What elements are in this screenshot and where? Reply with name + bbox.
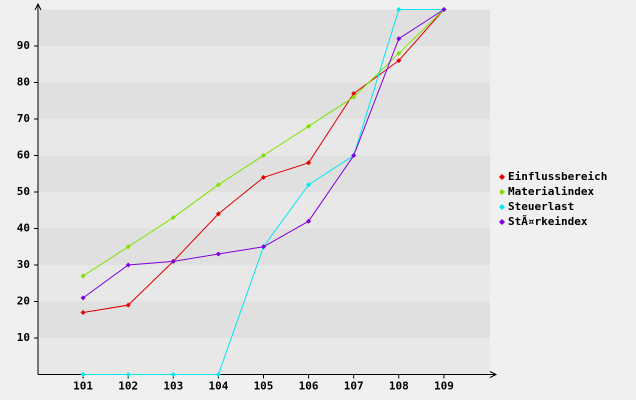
- point: [170, 258, 176, 264]
- point: [261, 244, 266, 250]
- point: [215, 251, 221, 257]
- grid-band: [38, 46, 490, 83]
- point: [396, 36, 402, 42]
- x-tick-label: 105: [254, 380, 274, 393]
- point: [306, 160, 312, 166]
- grid-band: [38, 82, 490, 119]
- point: [261, 153, 266, 158]
- point: [215, 182, 221, 188]
- point: [80, 295, 86, 301]
- y-tick-label: 80: [17, 76, 30, 89]
- legend-marker: [499, 189, 505, 195]
- grid-band: [38, 265, 490, 302]
- x-tick-label: 104: [208, 380, 228, 393]
- x-tick-label: 108: [389, 380, 409, 393]
- point: [351, 94, 357, 100]
- y-tick-label: 50: [17, 185, 30, 198]
- point: [306, 123, 312, 129]
- point: [170, 215, 176, 221]
- x-axis-arrow: [489, 371, 498, 378]
- point: [396, 58, 402, 64]
- point: [396, 50, 402, 56]
- y-tick-label: 30: [17, 258, 30, 271]
- point: [125, 302, 131, 308]
- x-tick-label: 101: [73, 380, 93, 393]
- x-tick-label: 109: [434, 380, 454, 393]
- point: [441, 7, 447, 12]
- point: [125, 244, 131, 250]
- grid-band: [38, 301, 490, 338]
- point: [80, 273, 86, 279]
- legend-label: Materialindex: [508, 185, 594, 198]
- point: [396, 7, 402, 12]
- legend-label: StÃ¤rkeindex: [508, 215, 588, 228]
- point: [306, 218, 312, 224]
- y-tick-label: 90: [17, 39, 30, 52]
- grid-band: [38, 9, 490, 46]
- legend-label: Einflussbereich: [508, 170, 607, 183]
- legend-marker: [499, 204, 505, 210]
- point: [215, 372, 221, 377]
- grid-band: [38, 338, 490, 375]
- y-tick-label: 10: [17, 331, 30, 344]
- y-tick-label: 70: [17, 112, 30, 125]
- legend-label: Steuerlast: [508, 200, 574, 213]
- x-tick-label: 102: [118, 380, 138, 393]
- legend-marker: [499, 174, 505, 180]
- point: [215, 211, 221, 217]
- x-tick-label: 107: [344, 380, 364, 393]
- y-tick-label: 20: [17, 295, 30, 308]
- point: [261, 174, 266, 180]
- point: [170, 372, 176, 377]
- point: [80, 372, 86, 377]
- y-tick-label: 40: [17, 222, 30, 235]
- point: [351, 153, 357, 158]
- x-tick-label: 106: [299, 380, 319, 393]
- y-tick-label: 60: [17, 149, 30, 162]
- grid-band: [38, 155, 490, 192]
- point: [125, 262, 131, 268]
- y-axis-arrow: [34, 2, 42, 11]
- grid-band: [38, 192, 490, 229]
- point: [80, 309, 86, 315]
- legend-marker: [499, 219, 505, 225]
- point: [125, 372, 131, 377]
- point: [351, 90, 357, 96]
- x-tick-label: 103: [163, 380, 183, 393]
- point: [306, 182, 312, 188]
- grid-band: [38, 119, 490, 156]
